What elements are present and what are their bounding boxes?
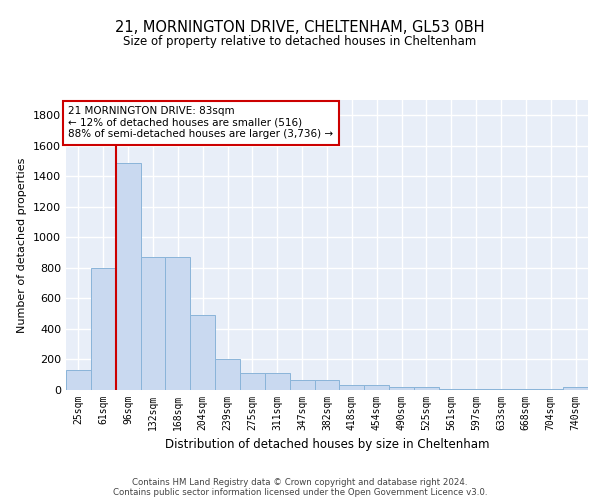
Text: Contains HM Land Registry data © Crown copyright and database right 2024.
Contai: Contains HM Land Registry data © Crown c… — [113, 478, 487, 497]
Bar — [215, 358, 240, 390]
Bar — [290, 380, 314, 390]
Y-axis label: Number of detached properties: Number of detached properties — [17, 158, 28, 332]
Bar — [439, 389, 464, 390]
Bar — [314, 380, 340, 390]
Bar — [265, 373, 290, 390]
Bar — [91, 268, 116, 390]
Bar — [190, 315, 215, 390]
Bar — [364, 385, 389, 390]
Text: Size of property relative to detached houses in Cheltenham: Size of property relative to detached ho… — [124, 34, 476, 48]
Bar — [563, 388, 588, 390]
X-axis label: Distribution of detached houses by size in Cheltenham: Distribution of detached houses by size … — [165, 438, 489, 452]
Text: 21, MORNINGTON DRIVE, CHELTENHAM, GL53 0BH: 21, MORNINGTON DRIVE, CHELTENHAM, GL53 0… — [115, 20, 485, 35]
Bar — [464, 389, 488, 390]
Bar — [389, 386, 414, 390]
Bar — [240, 373, 265, 390]
Bar — [140, 257, 166, 390]
Bar — [66, 370, 91, 390]
Bar — [414, 386, 439, 390]
Text: 21 MORNINGTON DRIVE: 83sqm
← 12% of detached houses are smaller (516)
88% of sem: 21 MORNINGTON DRIVE: 83sqm ← 12% of deta… — [68, 106, 334, 140]
Bar — [166, 257, 190, 390]
Bar — [116, 162, 140, 390]
Bar — [340, 385, 364, 390]
